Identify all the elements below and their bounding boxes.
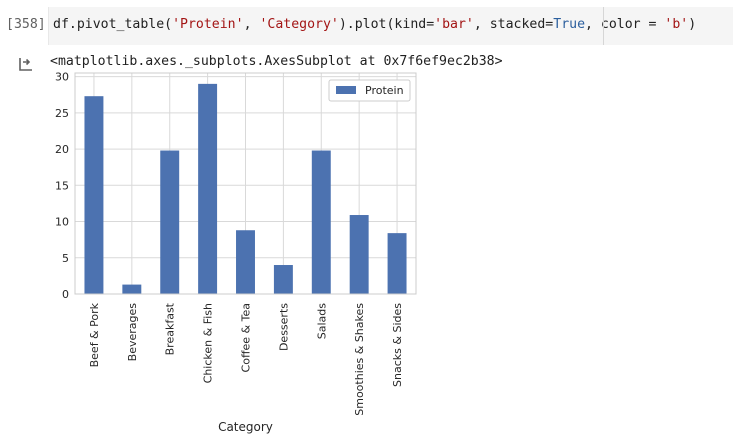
x-axis-label: Category	[218, 420, 273, 434]
output-arrow-icon[interactable]	[18, 56, 34, 72]
code-arg-protein: 'Protein'	[172, 17, 244, 32]
y-tick-label: 15	[55, 179, 69, 192]
code-mid: ).plot(kind=	[338, 17, 435, 32]
y-tick-label: 0	[62, 288, 69, 301]
x-tick-label: Smoothies & Shakes	[353, 303, 366, 416]
code-arg-color: 'b'	[664, 17, 689, 32]
code-mid3: , color =	[585, 17, 665, 32]
x-tick-label: Desserts	[277, 303, 290, 351]
execution-count: [358]	[6, 17, 46, 32]
code-suffix: )	[688, 17, 697, 32]
x-tick-label: Breakfast	[164, 302, 177, 355]
bar	[236, 230, 255, 294]
code-editor[interactable]: df.pivot_table('Protein', 'Category').pl…	[48, 7, 733, 45]
y-tick-label: 25	[55, 107, 69, 120]
x-tick-label: Salads	[315, 303, 328, 340]
chart-bars	[84, 83, 407, 294]
code-prefix: df.pivot_table(	[53, 17, 173, 32]
y-tick-label: 5	[62, 252, 69, 265]
bar	[198, 83, 218, 294]
bar	[160, 150, 180, 294]
y-tick-labels: 0 5 10 15 20 25 30	[55, 71, 69, 301]
code-mid2: , stacked=	[473, 17, 554, 32]
y-tick-label: 10	[55, 216, 69, 229]
chart-legend: Protein	[328, 79, 411, 102]
bar	[311, 150, 331, 294]
code-arg-category: 'Category'	[259, 17, 339, 32]
legend-swatch	[336, 86, 356, 94]
code-text[interactable]: df.pivot_table('Protein', 'Category').pl…	[53, 17, 696, 32]
y-tick-label: 30	[55, 71, 69, 84]
code-keyword-true: True	[553, 17, 586, 32]
line-length-ruler	[603, 7, 604, 45]
legend-label: Protein	[365, 84, 404, 97]
code-arg-kind: 'bar'	[434, 17, 474, 32]
code-cell[interactable]: [358] df.pivot_table('Protein', 'Categor…	[0, 7, 733, 45]
bar	[387, 233, 407, 294]
y-tick-label: 20	[55, 143, 69, 156]
x-tick-label: Coffee & Tea	[240, 303, 253, 372]
code-sep: ,	[243, 17, 260, 32]
output-repr-text: <matplotlib.axes._subplots.AxesSubplot a…	[50, 54, 503, 69]
x-tick-labels: Beef & Pork Beverages Breakfast Chicken & F…	[88, 302, 404, 415]
bar	[349, 215, 369, 294]
bar	[84, 96, 104, 294]
bar	[122, 284, 142, 294]
plot-area-frame	[74, 72, 417, 295]
x-tick-label: Chicken & Fish	[202, 303, 215, 383]
x-tick-label: Snacks & Sides	[391, 303, 404, 387]
x-tick-label: Beef & Pork	[88, 302, 101, 367]
x-tick-label: Beverages	[126, 303, 139, 362]
legend-box	[328, 79, 411, 102]
bar	[273, 265, 293, 294]
